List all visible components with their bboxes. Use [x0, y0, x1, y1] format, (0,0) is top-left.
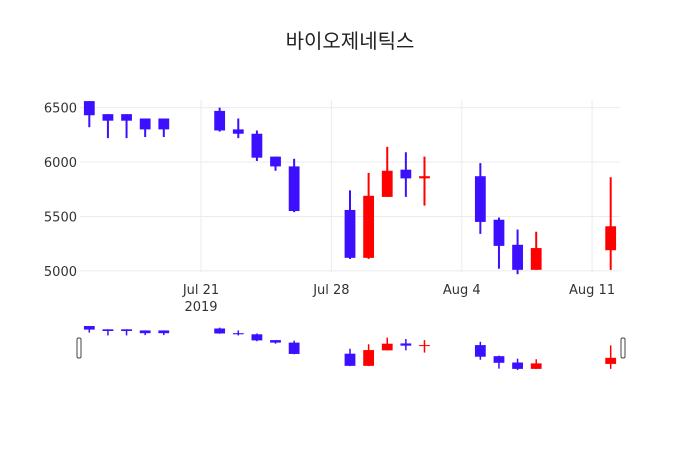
- slider-candle: [344, 348, 356, 367]
- candle: [605, 177, 617, 270]
- y-tick-label: 6500: [44, 102, 77, 117]
- candle: [512, 229, 523, 275]
- slider-candle-body: [102, 329, 114, 331]
- slider-candle: [158, 330, 170, 336]
- candle-body: [102, 114, 114, 121]
- candle: [363, 172, 375, 259]
- candle: [270, 156, 281, 171]
- slider-candle-body: [139, 330, 151, 334]
- candle: [232, 118, 244, 139]
- slider-candle-body: [158, 330, 170, 334]
- candle-body: [139, 118, 151, 130]
- candle-body: [400, 169, 412, 179]
- candle-body: [530, 248, 542, 270]
- candle: [139, 118, 151, 138]
- slider-candle: [512, 358, 523, 370]
- candle: [102, 114, 114, 139]
- candle: [251, 130, 263, 161]
- slider-candle: [474, 341, 486, 360]
- y-tick-label: 5000: [44, 265, 77, 280]
- slider-candle-body: [530, 363, 542, 369]
- slider-right-handle[interactable]: [620, 337, 626, 359]
- x-axis: Jul 21 2019 Jul 28 Aug 4 Aug 11: [182, 283, 615, 315]
- candle-body: [270, 156, 281, 167]
- slider-candle: [605, 345, 617, 369]
- slider-candle-body: [121, 329, 132, 331]
- x-tick-label: Jul 21: [182, 283, 219, 298]
- candle: [158, 118, 170, 138]
- y-axis: 5000 5500 6000 6500: [44, 102, 77, 280]
- slider-candle: [251, 333, 263, 342]
- candle: [419, 156, 430, 206]
- candle-body: [121, 114, 132, 121]
- x-tick-label: Aug 4: [443, 283, 481, 298]
- slider-candle-body: [512, 362, 523, 369]
- slider-candle-body: [288, 342, 300, 354]
- candle: [381, 146, 393, 197]
- slider-candle: [102, 329, 114, 336]
- candle: [121, 114, 132, 139]
- slider-candle-body: [344, 353, 356, 366]
- candle: [288, 158, 300, 213]
- slider-candle-body: [474, 345, 486, 357]
- slider-candle-body: [232, 333, 244, 335]
- slider-candle: [121, 329, 132, 336]
- slider-candle-body: [493, 356, 505, 363]
- candle-body: [419, 176, 430, 179]
- candle: [474, 163, 486, 234]
- slider-candle-body: [381, 343, 393, 351]
- slider-candle: [419, 340, 430, 353]
- slider-candle: [400, 339, 412, 351]
- slider-candle: [363, 344, 375, 367]
- slider-candle-body: [605, 357, 617, 364]
- candle-body: [512, 244, 523, 270]
- candle-body: [493, 219, 505, 246]
- candle-body: [83, 101, 95, 116]
- slider-candle-body: [419, 345, 430, 347]
- candle-body: [251, 133, 263, 158]
- candle-body: [474, 176, 486, 222]
- slider-candle: [83, 326, 95, 333]
- candle-body: [214, 110, 226, 131]
- candle-body: [288, 166, 300, 212]
- slider-candle: [270, 340, 281, 344]
- candles: [83, 101, 617, 275]
- candle: [493, 217, 505, 269]
- candle-body: [232, 129, 244, 134]
- x-tick-sublabel: 2019: [184, 300, 217, 315]
- x-tick-label: Jul 28: [312, 283, 349, 298]
- candle-body: [605, 226, 617, 251]
- slider-candle: [232, 330, 244, 336]
- slider-candle-body: [400, 343, 412, 346]
- y-tick-label: 5500: [44, 210, 77, 225]
- candle: [83, 101, 95, 128]
- candle: [214, 107, 226, 132]
- slider-candle-body: [363, 350, 375, 366]
- slider-candle: [493, 355, 505, 369]
- slider-left-handle[interactable]: [76, 337, 82, 359]
- slider-candle: [381, 337, 393, 351]
- candle: [344, 190, 356, 259]
- slider-candle: [139, 330, 151, 336]
- slider-candle: [288, 340, 300, 355]
- slider-candle-body: [83, 326, 95, 330]
- candle: [400, 152, 412, 197]
- candle-body: [381, 170, 393, 197]
- candle-body: [363, 195, 375, 258]
- slider-candle: [214, 327, 226, 334]
- candle-body: [344, 209, 356, 258]
- slider-candle-body: [270, 340, 281, 343]
- slider-candle-body: [214, 328, 226, 334]
- chart-title: 바이오제네틱스: [286, 29, 415, 53]
- candle-body: [158, 118, 170, 130]
- grid: [80, 100, 620, 272]
- x-tick-label: Aug 11: [569, 283, 615, 298]
- range-slider[interactable]: [76, 326, 626, 370]
- slider-candle-body: [251, 334, 263, 341]
- candle: [530, 231, 542, 270]
- y-tick-label: 6000: [44, 156, 77, 171]
- slider-candle: [530, 359, 542, 369]
